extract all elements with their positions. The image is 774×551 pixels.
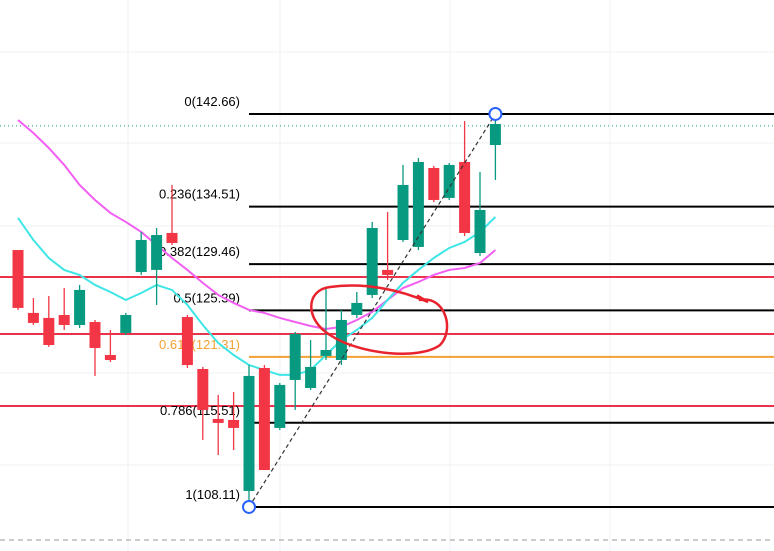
moving-average bbox=[17, 119, 497, 330]
candle-body bbox=[382, 269, 394, 275]
candle-body bbox=[12, 250, 24, 308]
fib-anchor bbox=[242, 499, 256, 514]
candle-body bbox=[197, 369, 209, 410]
candle-body bbox=[412, 161, 424, 247]
fib-label: 0(142.66) bbox=[184, 94, 240, 109]
fib-anchor bbox=[488, 106, 503, 121]
candle-body bbox=[258, 367, 270, 471]
candle-body bbox=[120, 314, 132, 333]
candle-body bbox=[489, 123, 501, 146]
candle-body bbox=[274, 384, 286, 428]
fib-label: 1(108.11) bbox=[185, 487, 240, 502]
candle-body bbox=[166, 232, 178, 243]
candle-body bbox=[443, 164, 455, 198]
candle-body bbox=[135, 240, 147, 272]
moving-average bbox=[17, 216, 497, 376]
candle-body bbox=[43, 317, 55, 346]
candle-body bbox=[74, 289, 86, 325]
candle-body bbox=[474, 209, 486, 253]
candle-body bbox=[104, 355, 116, 361]
fib-label: 0.382(129.46) bbox=[159, 244, 240, 259]
candle-body bbox=[320, 350, 332, 356]
fib-label: 0.786(115.51) bbox=[160, 403, 240, 418]
candle-body bbox=[151, 235, 163, 270]
fib-label: 0.236(134.51) bbox=[159, 187, 240, 202]
candle-body bbox=[58, 314, 70, 325]
candle-body bbox=[212, 418, 224, 423]
candle-body bbox=[305, 366, 317, 388]
candle-body bbox=[428, 168, 440, 200]
candle-body bbox=[335, 319, 347, 361]
candle-body bbox=[243, 375, 255, 491]
candle-body bbox=[397, 184, 409, 241]
candle-body bbox=[366, 227, 378, 295]
candle-body bbox=[181, 317, 193, 366]
candle-body bbox=[89, 322, 101, 348]
annotation-circle bbox=[310, 284, 449, 355]
fib-label: 0.5(125.39) bbox=[174, 290, 241, 305]
fib-trend-line bbox=[248, 113, 496, 508]
candle-body bbox=[27, 312, 39, 323]
candle-body bbox=[228, 419, 240, 428]
candle-body bbox=[351, 302, 363, 315]
candle-body bbox=[459, 161, 471, 233]
fib-label: 0.618(121.31) bbox=[159, 337, 240, 352]
candle-body bbox=[289, 333, 301, 380]
